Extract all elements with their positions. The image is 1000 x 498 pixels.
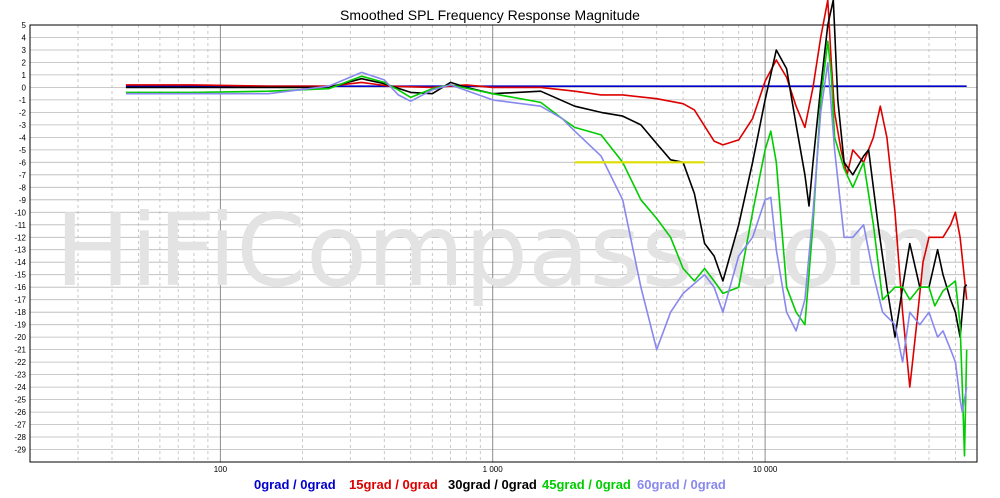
y-tick-label: -9 xyxy=(19,196,27,205)
y-tick-label: 2 xyxy=(22,59,27,68)
y-tick-label: -16 xyxy=(14,283,26,292)
y-tick-label: -24 xyxy=(14,383,26,392)
y-tick-label: -4 xyxy=(19,133,27,142)
y-tick-label: 3 xyxy=(22,46,27,55)
legend-entry: 15grad / 0grad xyxy=(349,477,438,492)
x-tick-label: 10 000 xyxy=(753,465,778,474)
series-line-2 xyxy=(125,0,968,338)
plot-area-frame xyxy=(29,24,978,463)
y-tick-label: -23 xyxy=(14,371,26,380)
y-tick-label: -12 xyxy=(14,233,26,242)
y-tick-label: -21 xyxy=(14,346,26,355)
y-tick-label: -11 xyxy=(15,221,27,230)
y-tick-label: -17 xyxy=(14,296,26,305)
legend-entry: 60grad / 0grad xyxy=(637,477,726,492)
y-tick-label: -15 xyxy=(14,271,26,280)
x-tick-label: 1 000 xyxy=(483,465,504,474)
y-tick-label: -5 xyxy=(19,146,27,155)
x-tick-label: 100 xyxy=(214,465,228,474)
watermark: HiFiCompass.com xyxy=(55,192,939,309)
chart-title: Smoothed SPL Frequency Response Magnitud… xyxy=(340,7,640,23)
y-tick-label: -19 xyxy=(14,321,26,330)
y-tick-label: -6 xyxy=(19,158,27,167)
y-tick-label: -2 xyxy=(19,108,27,117)
series-lines xyxy=(125,0,968,457)
y-tick-label: -25 xyxy=(14,396,26,405)
y-tick-label: -29 xyxy=(14,446,26,455)
legend: 0grad / 0grad 15grad / 0grad 30grad / 0gra… xyxy=(254,477,726,492)
y-tick-label: -27 xyxy=(14,421,26,430)
y-tick-label: -1 xyxy=(19,96,27,105)
y-tick-label: -10 xyxy=(14,208,26,217)
y-tick-label: -7 xyxy=(19,171,27,180)
series-line-4 xyxy=(125,61,968,413)
y-tick-label: -8 xyxy=(19,183,27,192)
y-tick-label: -20 xyxy=(14,333,26,342)
legend-entry: 0grad / 0grad xyxy=(254,477,336,492)
series-line-1 xyxy=(125,0,968,388)
y-tick-label: 0 xyxy=(22,83,27,92)
y-tick-label: -28 xyxy=(14,433,26,442)
y-tick-label: -26 xyxy=(14,408,26,417)
legend-entry: 45grad / 0grad xyxy=(542,477,631,492)
y-tick-label: -13 xyxy=(14,246,26,255)
y-tick-label: 5 xyxy=(22,21,27,30)
y-tick-label: 1 xyxy=(22,71,27,80)
legend-entry: 30grad / 0grad xyxy=(448,477,537,492)
y-tick-label: 4 xyxy=(22,34,27,43)
y-tick-label: -22 xyxy=(14,358,26,367)
grid xyxy=(29,24,978,463)
y-tick-label: -18 xyxy=(14,308,26,317)
x-axis-ticks: 100 1 000 10 000 xyxy=(214,465,778,474)
y-axis-ticks: 5 4 3 2 1 0 -1 -2 -3 -4 -5 -6 -7 -8 -9 -10 -11 -12 -13 -14 -… xyxy=(14,21,26,455)
y-tick-label: -3 xyxy=(19,121,27,130)
y-tick-label: -14 xyxy=(14,258,26,267)
